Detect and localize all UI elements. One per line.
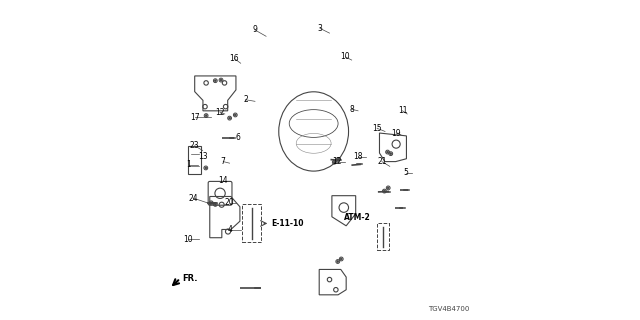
Circle shape (337, 260, 339, 262)
Text: 11: 11 (397, 106, 407, 115)
Text: 23: 23 (190, 141, 200, 150)
Text: 9: 9 (253, 25, 257, 35)
Text: 10: 10 (340, 52, 350, 61)
Circle shape (390, 153, 392, 155)
Circle shape (228, 117, 230, 119)
Circle shape (205, 167, 207, 169)
Bar (377, 223, 389, 251)
Text: 13: 13 (198, 152, 207, 161)
Circle shape (214, 80, 216, 82)
Text: 4: 4 (227, 225, 232, 234)
Text: TGV4B4700: TGV4B4700 (428, 306, 469, 312)
Text: 6: 6 (235, 133, 240, 142)
Text: 2: 2 (243, 95, 248, 104)
Text: 18: 18 (353, 152, 363, 161)
Text: 1: 1 (186, 160, 191, 169)
Text: 8: 8 (349, 105, 354, 114)
Circle shape (211, 202, 212, 204)
Text: 24: 24 (188, 194, 198, 203)
Circle shape (220, 79, 222, 81)
Bar (188, 146, 201, 174)
Circle shape (234, 114, 236, 116)
Text: FR.: FR. (182, 275, 198, 284)
Circle shape (340, 258, 342, 260)
Circle shape (333, 161, 335, 163)
Text: 3: 3 (317, 24, 323, 33)
Circle shape (337, 158, 339, 160)
Circle shape (214, 204, 216, 205)
Circle shape (383, 190, 385, 192)
Text: 17: 17 (190, 113, 200, 122)
Text: 20: 20 (225, 198, 234, 207)
Text: 12: 12 (333, 157, 342, 166)
Text: E-11-10: E-11-10 (271, 219, 303, 228)
Text: 19: 19 (391, 129, 401, 138)
Text: 12: 12 (215, 108, 225, 117)
Bar (243, 204, 261, 243)
Circle shape (387, 151, 388, 153)
Text: 7: 7 (221, 157, 226, 166)
Text: 5: 5 (403, 168, 408, 177)
Circle shape (205, 115, 207, 116)
Text: 16: 16 (230, 54, 239, 63)
Text: 14: 14 (218, 176, 228, 185)
Text: ATM-2: ATM-2 (344, 213, 371, 222)
Text: 10: 10 (184, 235, 193, 244)
Text: 15: 15 (372, 124, 382, 133)
Circle shape (387, 187, 389, 189)
Text: 21: 21 (377, 157, 387, 166)
